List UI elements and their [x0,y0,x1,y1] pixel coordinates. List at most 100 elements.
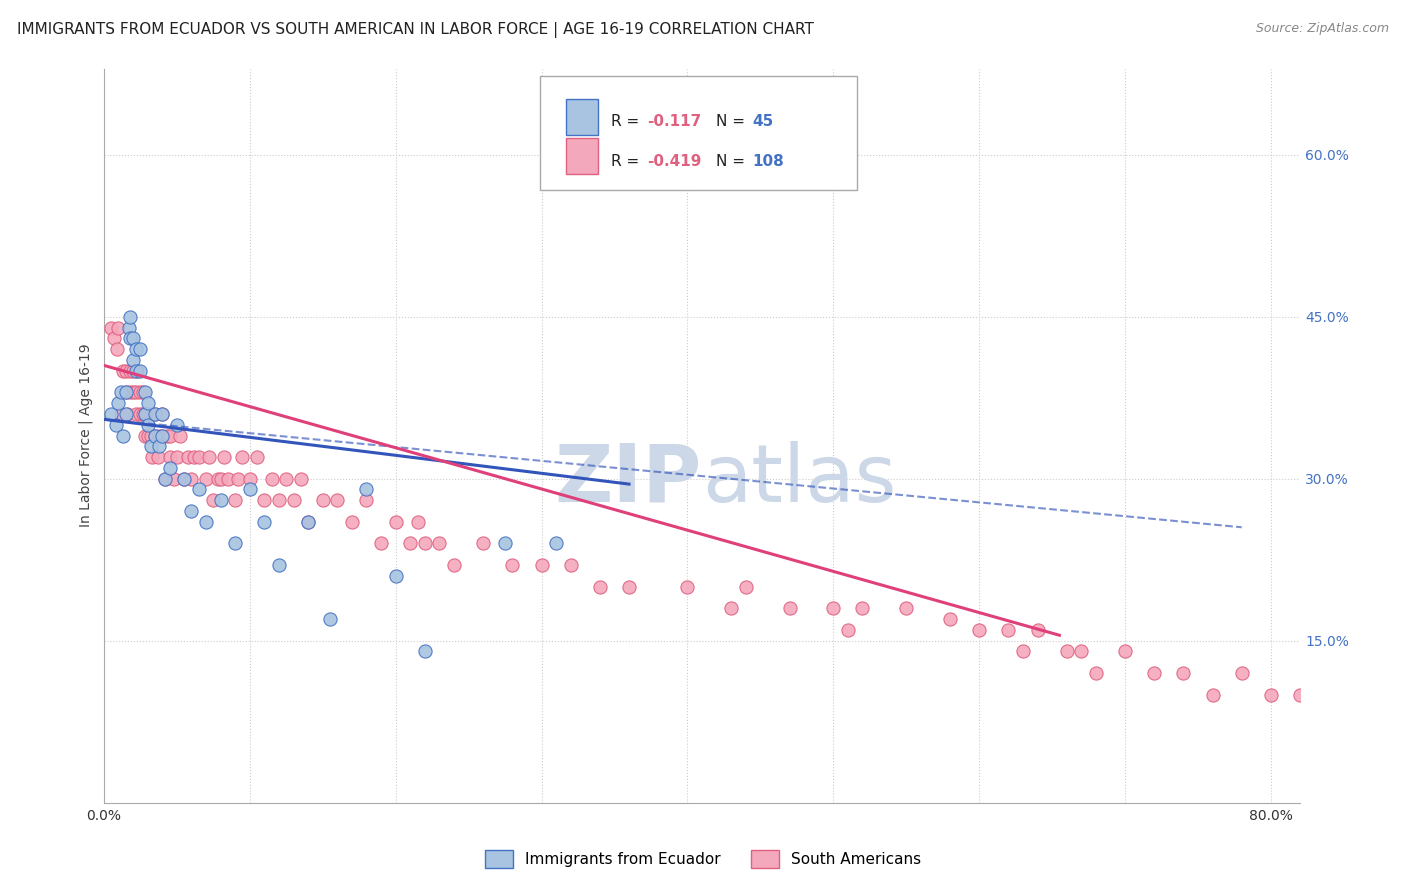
Point [202,493,225,508]
Point [429,536,451,550]
Text: atlas: atlas [702,441,897,518]
Point [267,558,290,572]
Point [166,450,188,464]
Point [1143,665,1166,680]
Point [163,472,186,486]
Point [120,385,142,400]
Point [136,396,159,410]
Point [413,644,436,658]
Point [209,493,232,508]
Point [399,536,422,550]
Point [1026,623,1049,637]
Point [1260,688,1282,702]
Point [356,493,378,508]
Point [195,472,218,486]
Point [107,396,129,410]
Point [127,364,149,378]
Point [136,428,159,442]
Point [125,364,148,378]
FancyBboxPatch shape [540,76,858,190]
Point [997,623,1019,637]
Point [148,428,170,442]
Y-axis label: In Labor Force | Age 16-19: In Labor Force | Age 16-19 [79,343,93,527]
Point [120,331,142,345]
Point [283,493,305,508]
Text: Source: ZipAtlas.com: Source: ZipAtlas.com [1256,22,1389,36]
Point [546,536,568,550]
Point [153,472,176,486]
Point [159,461,181,475]
Point [115,407,138,421]
Point [132,385,155,400]
Point [146,450,169,464]
Point [617,580,640,594]
Point [150,407,173,421]
Point [134,407,156,421]
Point [104,417,127,432]
Point [1289,688,1312,702]
Point [239,472,262,486]
Point [326,493,349,508]
Point [159,428,181,442]
Point [276,472,298,486]
Point [129,342,152,356]
Point [114,407,136,421]
Point [224,536,246,550]
Point [209,472,232,486]
Point [472,536,495,550]
Point [1201,688,1223,702]
Point [370,536,392,550]
Point [896,601,918,615]
Point [939,612,962,626]
Point [120,310,142,324]
Point [110,385,132,400]
Point [125,407,148,421]
Point [195,515,218,529]
Point [120,364,142,378]
Point [105,342,128,356]
Point [159,450,181,464]
Point [187,483,209,497]
Point [166,417,188,432]
Point [111,428,134,442]
Text: N =: N = [716,114,751,128]
Point [720,601,742,615]
Point [107,320,129,334]
Point [177,450,200,464]
Point [239,483,262,497]
Point [143,407,166,421]
Point [967,623,990,637]
Point [139,439,162,453]
FancyBboxPatch shape [565,137,598,174]
Text: N =: N = [716,154,751,169]
Point [253,515,276,529]
Point [312,493,335,508]
Point [1333,709,1355,723]
Point [118,320,141,334]
Point [169,428,191,442]
Text: IMMIGRANTS FROM ECUADOR VS SOUTH AMERICAN IN LABOR FORCE | AGE 16-19 CORRELATION: IMMIGRANTS FROM ECUADOR VS SOUTH AMERICA… [17,22,814,38]
Point [1114,644,1136,658]
Point [132,407,155,421]
Point [173,472,195,486]
Point [114,364,136,378]
Point [198,450,221,464]
Point [217,472,239,486]
Point [125,342,148,356]
Point [111,364,134,378]
Point [139,428,162,442]
Point [253,493,276,508]
Point [837,623,859,637]
Point [1173,665,1195,680]
Point [1012,644,1035,658]
Point [530,558,553,572]
Point [122,385,145,400]
Point [155,428,177,442]
Point [148,439,170,453]
Point [356,483,378,497]
Point [823,601,845,615]
Point [187,450,209,464]
Point [226,472,249,486]
Text: -0.117: -0.117 [647,114,702,128]
Point [212,450,235,464]
